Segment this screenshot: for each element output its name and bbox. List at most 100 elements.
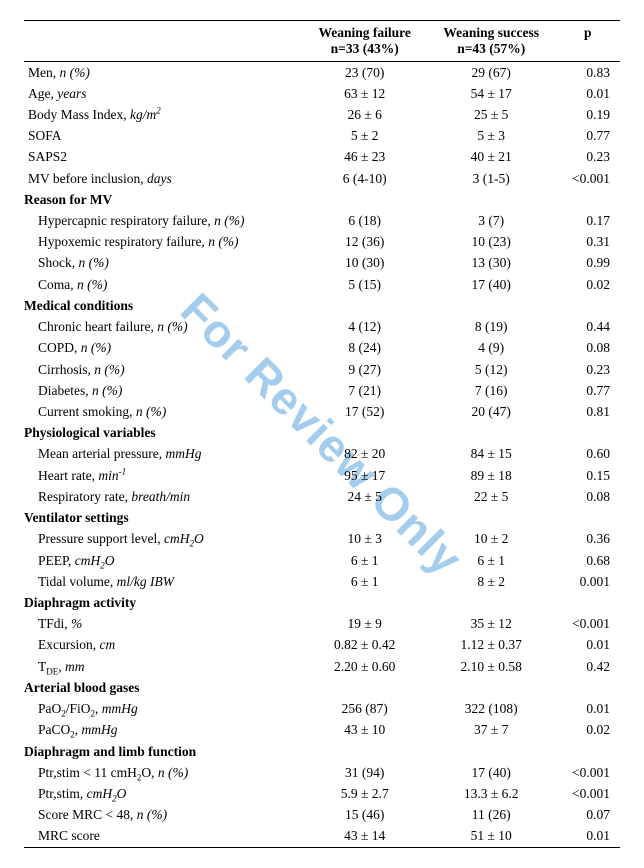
cell-failure: 43 ± 10 <box>302 720 427 741</box>
cell-pvalue: <0.001 <box>556 783 621 804</box>
row-label: Body Mass Index, kg/m2 <box>24 104 302 125</box>
row-label: Pressure support level, cmH2O <box>24 529 302 550</box>
cell-pvalue <box>556 508 621 529</box>
cell-failure: 95 ± 17 <box>302 465 427 486</box>
cell-failure: 0.82 ± 0.42 <box>302 635 427 656</box>
row-label: Chronic heart failure, n (%) <box>24 317 302 338</box>
table-row: Age, years63 ± 1254 ± 170.01 <box>24 83 620 104</box>
cell-success: 10 (23) <box>427 232 556 253</box>
cell-pvalue: <0.001 <box>556 614 621 635</box>
table-row: PaCO2, mmHg43 ± 1037 ± 70.02 <box>24 720 620 741</box>
row-label: Ptr,stim, cmH2O <box>24 783 302 804</box>
cell-pvalue: 0.001 <box>556 571 621 592</box>
table-row: Coma, n (%)5 (15)17 (40)0.02 <box>24 274 620 295</box>
cell-failure: 31 (94) <box>302 762 427 783</box>
table-row: SAPS246 ± 2340 ± 210.23 <box>24 147 620 168</box>
cell-failure: 15 (46) <box>302 805 427 826</box>
table-row: Ptr,stim < 11 cmH2O, n (%)31 (94)17 (40)… <box>24 762 620 783</box>
cell-failure: 10 (30) <box>302 253 427 274</box>
cell-success: 8 ± 2 <box>427 571 556 592</box>
table-row: MRC score43 ± 1451 ± 100.01 <box>24 826 620 848</box>
row-label: Coma, n (%) <box>24 274 302 295</box>
cell-pvalue: 0.17 <box>556 211 621 232</box>
cell-pvalue <box>556 592 621 613</box>
table-row: Body Mass Index, kg/m226 ± 625 ± 50.19 <box>24 104 620 125</box>
cell-pvalue: 0.77 <box>556 380 621 401</box>
cell-pvalue: 0.60 <box>556 444 621 465</box>
table-row: SOFA5 ± 25 ± 30.77 <box>24 126 620 147</box>
cell-failure: 63 ± 12 <box>302 83 427 104</box>
cell-pvalue: 0.68 <box>556 550 621 571</box>
table-row: Ventilator settings <box>24 508 620 529</box>
row-label: Tidal volume, ml/kg IBW <box>24 571 302 592</box>
row-label: SAPS2 <box>24 147 302 168</box>
table-row: Score MRC < 48, n (%)15 (46)11 (26)0.07 <box>24 805 620 826</box>
row-label: TFdi, % <box>24 614 302 635</box>
cell-pvalue: 0.01 <box>556 83 621 104</box>
row-label: Mean arterial pressure, mmHg <box>24 444 302 465</box>
cell-pvalue: 0.23 <box>556 147 621 168</box>
cell-failure <box>302 189 427 210</box>
cell-pvalue <box>556 189 621 210</box>
table-row: Excursion, cm0.82 ± 0.421.12 ± 0.370.01 <box>24 635 620 656</box>
row-label: Age, years <box>24 83 302 104</box>
header-success: Weaning success n=43 (57%) <box>427 21 556 62</box>
cell-pvalue: 0.81 <box>556 402 621 423</box>
cell-success <box>427 423 556 444</box>
table-row: TDE, mm2.20 ± 0.602.10 ± 0.580.42 <box>24 656 620 677</box>
row-label: Reason for MV <box>24 189 302 210</box>
cell-failure: 5 (15) <box>302 274 427 295</box>
cell-failure <box>302 295 427 316</box>
cell-failure: 10 ± 3 <box>302 529 427 550</box>
row-label: MV before inclusion, days <box>24 168 302 189</box>
cell-failure: 6 ± 1 <box>302 550 427 571</box>
cell-success: 35 ± 12 <box>427 614 556 635</box>
cell-failure: 6 (4-10) <box>302 168 427 189</box>
row-label: MRC score <box>24 826 302 848</box>
table-row: Pressure support level, cmH2O10 ± 310 ± … <box>24 529 620 550</box>
cell-pvalue: 0.02 <box>556 720 621 741</box>
cell-pvalue: 0.83 <box>556 62 621 84</box>
table-row: Mean arterial pressure, mmHg82 ± 2084 ± … <box>24 444 620 465</box>
row-label: Ventilator settings <box>24 508 302 529</box>
table-row: Hypoxemic respiratory failure, n (%)12 (… <box>24 232 620 253</box>
table-row: Diaphragm and limb function <box>24 741 620 762</box>
table-row: Diaphragm activity <box>24 592 620 613</box>
cell-pvalue: 0.07 <box>556 805 621 826</box>
cell-pvalue: 0.08 <box>556 338 621 359</box>
cell-failure: 256 (87) <box>302 699 427 720</box>
table-row: Reason for MV <box>24 189 620 210</box>
cell-pvalue: 0.15 <box>556 465 621 486</box>
cell-success: 22 ± 5 <box>427 486 556 507</box>
table-row: Hypercapnic respiratory failure, n (%)6 … <box>24 211 620 232</box>
row-label: Ptr,stim < 11 cmH2O, n (%) <box>24 762 302 783</box>
cell-failure: 5.9 ± 2.7 <box>302 783 427 804</box>
cell-failure: 43 ± 14 <box>302 826 427 848</box>
row-label: SOFA <box>24 126 302 147</box>
row-label: Respiratory rate, breath/min <box>24 486 302 507</box>
cell-success: 7 (16) <box>427 380 556 401</box>
cell-failure: 12 (36) <box>302 232 427 253</box>
cell-success: 5 ± 3 <box>427 126 556 147</box>
cell-success: 51 ± 10 <box>427 826 556 848</box>
cell-failure: 6 (18) <box>302 211 427 232</box>
cell-pvalue: 0.01 <box>556 699 621 720</box>
cell-success: 6 ± 1 <box>427 550 556 571</box>
clinical-comparison-table: Weaning failure n=33 (43%) Weaning succe… <box>24 20 620 848</box>
row-label: Men, n (%) <box>24 62 302 84</box>
cell-success: 11 (26) <box>427 805 556 826</box>
cell-failure: 46 ± 23 <box>302 147 427 168</box>
row-label: Excursion, cm <box>24 635 302 656</box>
cell-success: 3 (1-5) <box>427 168 556 189</box>
cell-success: 17 (40) <box>427 274 556 295</box>
table-row: Respiratory rate, breath/min24 ± 522 ± 5… <box>24 486 620 507</box>
cell-success <box>427 295 556 316</box>
table-row: Chronic heart failure, n (%)4 (12)8 (19)… <box>24 317 620 338</box>
row-label: Shock, n (%) <box>24 253 302 274</box>
cell-pvalue <box>556 677 621 698</box>
row-label: PaCO2, mmHg <box>24 720 302 741</box>
cell-failure: 6 ± 1 <box>302 571 427 592</box>
cell-success <box>427 741 556 762</box>
row-label: PEEP, cmH2O <box>24 550 302 571</box>
cell-success: 84 ± 15 <box>427 444 556 465</box>
